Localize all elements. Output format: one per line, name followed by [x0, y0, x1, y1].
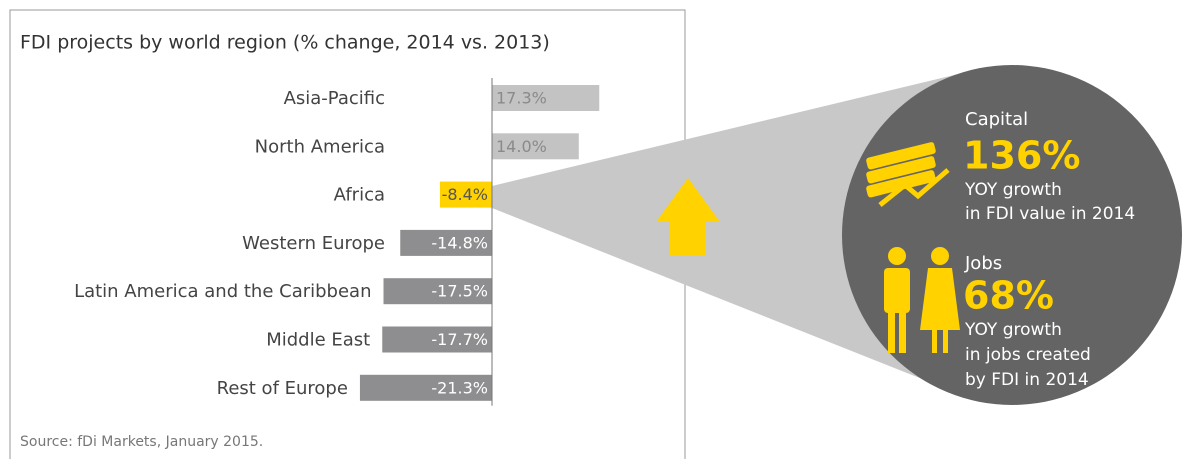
- people-icon: [884, 247, 960, 353]
- category-label: Western Europe: [242, 233, 385, 254]
- capital-label: Capital: [965, 109, 1028, 130]
- value-label: -14.8%: [431, 233, 488, 252]
- bar: [492, 133, 579, 160]
- bar: [382, 326, 492, 353]
- capital-text: YOY growth: [964, 180, 1062, 200]
- up-arrow: [656, 178, 720, 256]
- value-label: 17.3%: [496, 89, 547, 108]
- capital-text: in FDI value in 2014: [965, 204, 1135, 224]
- source: Source: fDi Markets, January 2015.: [20, 434, 263, 450]
- jobs-label: Jobs: [964, 253, 1002, 274]
- category-label: Latin America and the Caribbean: [74, 281, 371, 302]
- bar: [400, 229, 492, 256]
- category-label: North America: [255, 136, 385, 157]
- bar: [492, 85, 600, 111]
- category-label: Middle East: [266, 330, 370, 351]
- capital-value: 136%: [963, 134, 1080, 178]
- value-label: -17.7%: [431, 330, 488, 349]
- value-label: -17.5%: [431, 282, 488, 301]
- value-label: -21.3%: [431, 378, 488, 397]
- category-label: Rest of Europe: [217, 378, 348, 399]
- chart-title: FDI projects by world region (% change, …: [20, 32, 550, 54]
- jobs-text: in jobs created: [965, 345, 1091, 365]
- category-label: Asia-Pacific: [284, 88, 385, 109]
- value-label: 14.0%: [496, 137, 547, 156]
- jobs-value: 68%: [963, 274, 1054, 318]
- jobs-text: YOY growth: [964, 320, 1062, 340]
- callout-beam: [492, 70, 975, 400]
- category-label: Africa: [334, 185, 385, 206]
- bar: [359, 374, 492, 401]
- value-label: -8.4%: [442, 185, 488, 204]
- bar: [439, 181, 492, 208]
- jobs-text: by FDI in 2014: [965, 370, 1089, 390]
- money-icon: [866, 142, 950, 207]
- bar: [383, 278, 492, 305]
